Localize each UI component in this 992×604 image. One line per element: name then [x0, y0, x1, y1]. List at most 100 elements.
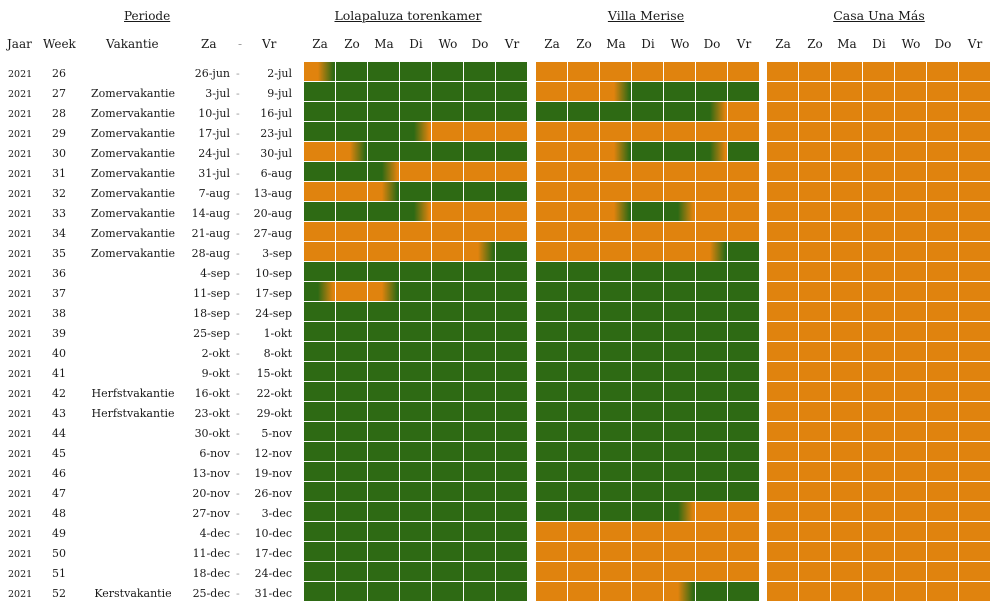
availability-cell[interactable]	[304, 202, 336, 222]
availability-cell[interactable]	[632, 82, 664, 102]
availability-cell[interactable]	[696, 502, 728, 522]
availability-cell[interactable]	[863, 182, 895, 202]
availability-cell[interactable]	[496, 122, 528, 142]
availability-cell[interactable]	[728, 422, 760, 442]
availability-cell[interactable]	[632, 142, 664, 162]
availability-cell[interactable]	[304, 102, 336, 122]
availability-cell[interactable]	[464, 222, 496, 242]
availability-cell[interactable]	[927, 202, 959, 222]
availability-cell[interactable]	[799, 142, 831, 162]
availability-cell[interactable]	[536, 502, 568, 522]
availability-cell[interactable]	[568, 542, 600, 562]
availability-cell[interactable]	[863, 202, 895, 222]
availability-cell[interactable]	[600, 82, 632, 102]
availability-cell[interactable]	[400, 122, 432, 142]
availability-cell[interactable]	[600, 582, 632, 602]
availability-cell[interactable]	[432, 162, 464, 182]
availability-cell[interactable]	[863, 522, 895, 542]
availability-cell[interactable]	[696, 262, 728, 282]
availability-cell[interactable]	[336, 242, 368, 262]
availability-cell[interactable]	[432, 182, 464, 202]
availability-cell[interactable]	[959, 362, 991, 382]
availability-cell[interactable]	[728, 202, 760, 222]
availability-cell[interactable]	[799, 462, 831, 482]
availability-cell[interactable]	[368, 562, 400, 582]
availability-cell[interactable]	[400, 222, 432, 242]
availability-cell[interactable]	[496, 322, 528, 342]
availability-cell[interactable]	[863, 302, 895, 322]
availability-cell[interactable]	[664, 542, 696, 562]
availability-cell[interactable]	[600, 382, 632, 402]
availability-cell[interactable]	[927, 402, 959, 422]
availability-cell[interactable]	[536, 122, 568, 142]
availability-cell[interactable]	[927, 322, 959, 342]
availability-cell[interactable]	[895, 502, 927, 522]
availability-cell[interactable]	[863, 282, 895, 302]
availability-cell[interactable]	[895, 282, 927, 302]
availability-cell[interactable]	[895, 142, 927, 162]
availability-cell[interactable]	[799, 302, 831, 322]
availability-cell[interactable]	[927, 62, 959, 82]
availability-cell[interactable]	[632, 282, 664, 302]
availability-cell[interactable]	[895, 62, 927, 82]
availability-cell[interactable]	[696, 322, 728, 342]
availability-cell[interactable]	[600, 122, 632, 142]
availability-cell[interactable]	[799, 322, 831, 342]
availability-cell[interactable]	[664, 182, 696, 202]
availability-cell[interactable]	[568, 342, 600, 362]
availability-cell[interactable]	[400, 482, 432, 502]
availability-cell[interactable]	[632, 202, 664, 222]
availability-cell[interactable]	[767, 342, 799, 362]
availability-cell[interactable]	[863, 102, 895, 122]
availability-cell[interactable]	[927, 102, 959, 122]
availability-cell[interactable]	[728, 582, 760, 602]
availability-cell[interactable]	[600, 222, 632, 242]
availability-cell[interactable]	[959, 202, 991, 222]
availability-cell[interactable]	[632, 362, 664, 382]
availability-cell[interactable]	[959, 562, 991, 582]
availability-cell[interactable]	[767, 502, 799, 522]
availability-cell[interactable]	[464, 322, 496, 342]
availability-cell[interactable]	[863, 542, 895, 562]
availability-cell[interactable]	[568, 122, 600, 142]
availability-cell[interactable]	[304, 402, 336, 422]
availability-cell[interactable]	[831, 122, 863, 142]
availability-cell[interactable]	[959, 442, 991, 462]
availability-cell[interactable]	[863, 502, 895, 522]
availability-cell[interactable]	[632, 302, 664, 322]
availability-cell[interactable]	[799, 522, 831, 542]
availability-cell[interactable]	[304, 362, 336, 382]
availability-cell[interactable]	[336, 362, 368, 382]
availability-cell[interactable]	[432, 422, 464, 442]
availability-cell[interactable]	[632, 102, 664, 122]
availability-cell[interactable]	[432, 502, 464, 522]
availability-cell[interactable]	[664, 482, 696, 502]
availability-cell[interactable]	[568, 202, 600, 222]
availability-cell[interactable]	[464, 162, 496, 182]
availability-cell[interactable]	[400, 322, 432, 342]
availability-cell[interactable]	[895, 82, 927, 102]
availability-cell[interactable]	[568, 142, 600, 162]
availability-cell[interactable]	[831, 182, 863, 202]
availability-cell[interactable]	[400, 562, 432, 582]
availability-cell[interactable]	[336, 122, 368, 142]
availability-cell[interactable]	[432, 442, 464, 462]
availability-cell[interactable]	[696, 282, 728, 302]
availability-cell[interactable]	[831, 322, 863, 342]
availability-cell[interactable]	[336, 202, 368, 222]
availability-cell[interactable]	[536, 522, 568, 542]
availability-cell[interactable]	[799, 162, 831, 182]
availability-cell[interactable]	[632, 522, 664, 542]
availability-cell[interactable]	[927, 282, 959, 302]
availability-cell[interactable]	[696, 202, 728, 222]
availability-cell[interactable]	[536, 282, 568, 302]
availability-cell[interactable]	[536, 382, 568, 402]
availability-cell[interactable]	[959, 402, 991, 422]
availability-cell[interactable]	[464, 102, 496, 122]
availability-cell[interactable]	[696, 142, 728, 162]
availability-cell[interactable]	[368, 542, 400, 562]
availability-cell[interactable]	[831, 162, 863, 182]
availability-cell[interactable]	[959, 482, 991, 502]
availability-cell[interactable]	[831, 402, 863, 422]
availability-cell[interactable]	[696, 442, 728, 462]
